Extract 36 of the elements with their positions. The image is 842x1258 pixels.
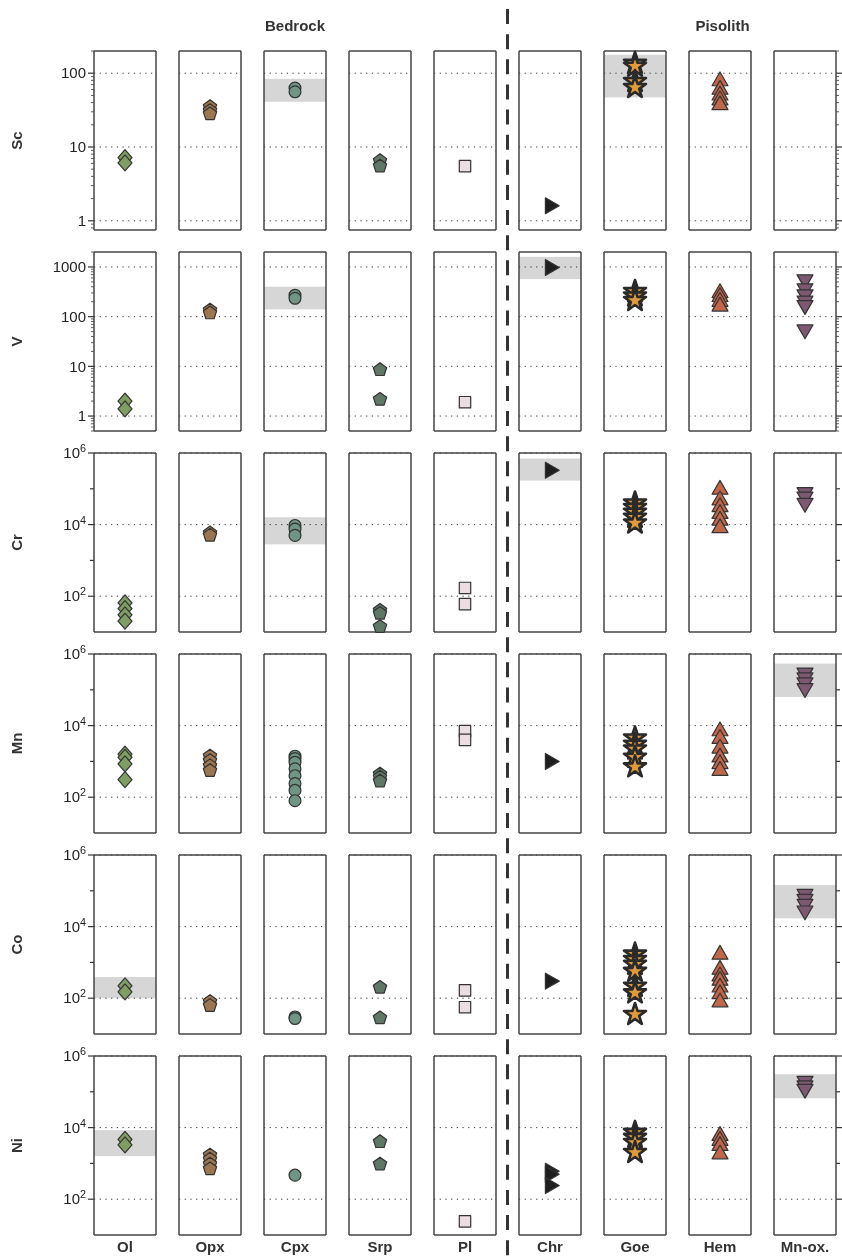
y-axis-title: V — [8, 336, 25, 347]
y-tick-label: 10$^{6}$ — [63, 643, 86, 663]
x-tick-label: Chr — [537, 1238, 564, 1255]
y-tick-label: 1 — [77, 407, 86, 425]
x-tick-label: Cpx — [280, 1238, 310, 1255]
y-tick-label: 10$^{4}$ — [63, 1116, 86, 1136]
y-tick-label: 10 — [69, 138, 86, 156]
x-tick-label: Goe — [620, 1238, 650, 1255]
y-tick-label: 1 — [77, 212, 86, 230]
y-tick-label: 10$^{6}$ — [63, 1045, 86, 1065]
y-axis-title: Sc — [8, 131, 25, 150]
x-tick-label: Pl — [457, 1238, 473, 1255]
y-tick-label: 10$^{2}$ — [63, 1188, 86, 1208]
y-axis-title: Mn — [8, 732, 25, 755]
y-tick-label: 10$^{6}$ — [63, 442, 86, 462]
x-tick-label: Srp — [367, 1238, 393, 1255]
y-axis-title: Cr — [8, 534, 25, 551]
y-tick-label: 10$^{4}$ — [63, 915, 86, 935]
y-tick-label: 10$^{2}$ — [63, 786, 86, 806]
y-tick-label: 100 — [60, 64, 86, 82]
x-tick-label: Opx — [195, 1238, 226, 1255]
y-tick-label: 10$^{2}$ — [63, 987, 86, 1007]
y-tick-label: 10$^{6}$ — [63, 844, 86, 864]
y-tick-label: 10$^{4}$ — [63, 513, 86, 533]
y-tick-label: 1000 — [52, 258, 86, 276]
y-tick-label: 100 — [60, 307, 86, 325]
x-tick-label: Ol — [117, 1238, 133, 1255]
y-tick-label: 10$^{2}$ — [63, 585, 86, 605]
y-tick-label: 10$^{4}$ — [63, 714, 86, 734]
text: Pisolith — [695, 17, 750, 34]
y-axis-title: Co — [8, 934, 25, 955]
x-tick-label: Hem — [703, 1238, 737, 1255]
y-tick-label: 10 — [69, 357, 86, 375]
y-axis-title: Ni — [8, 1138, 25, 1153]
text: Bedrock — [264, 17, 326, 34]
x-tick-label: Mn-ox. — [780, 1238, 830, 1255]
